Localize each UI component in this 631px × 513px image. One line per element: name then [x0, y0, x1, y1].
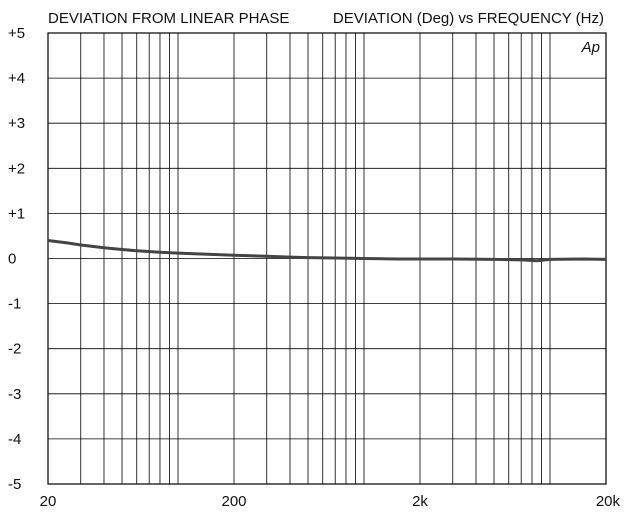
y-tick-label: +4: [8, 70, 25, 87]
x-tick-label: 20k: [596, 493, 621, 510]
y-tick-label: -1: [8, 296, 21, 313]
chart-title-left: DEVIATION FROM LINEAR PHASE: [48, 10, 289, 27]
y-tick-label: -4: [8, 431, 21, 448]
series-layer: [47, 239, 607, 263]
y-tick-label: -5: [8, 476, 21, 493]
y-tick-label: +1: [8, 205, 25, 222]
series-line: [47, 239, 607, 263]
x-tick-label: 200: [221, 493, 246, 510]
y-tick-label: +5: [8, 25, 25, 42]
x-tick-labels: 20 200 2k 20k: [40, 493, 621, 510]
chart-title-right: DEVIATION (Deg) vs FREQUENCY (Hz): [333, 10, 604, 27]
y-tick-label: +2: [8, 160, 25, 177]
y-tick-label: -2: [8, 341, 21, 358]
ap-logo-watermark: Ap: [581, 39, 600, 56]
x-tick-label: 20: [40, 493, 57, 510]
y-tick-label: -3: [8, 386, 21, 403]
x-tick-label: 2k: [412, 493, 428, 510]
y-tick-label: +3: [8, 115, 25, 132]
y-tick-labels: +5 +4 +3 +2 +1 0 -1 -2 -3 -4 -5: [8, 25, 25, 493]
y-tick-label: 0: [8, 251, 16, 268]
